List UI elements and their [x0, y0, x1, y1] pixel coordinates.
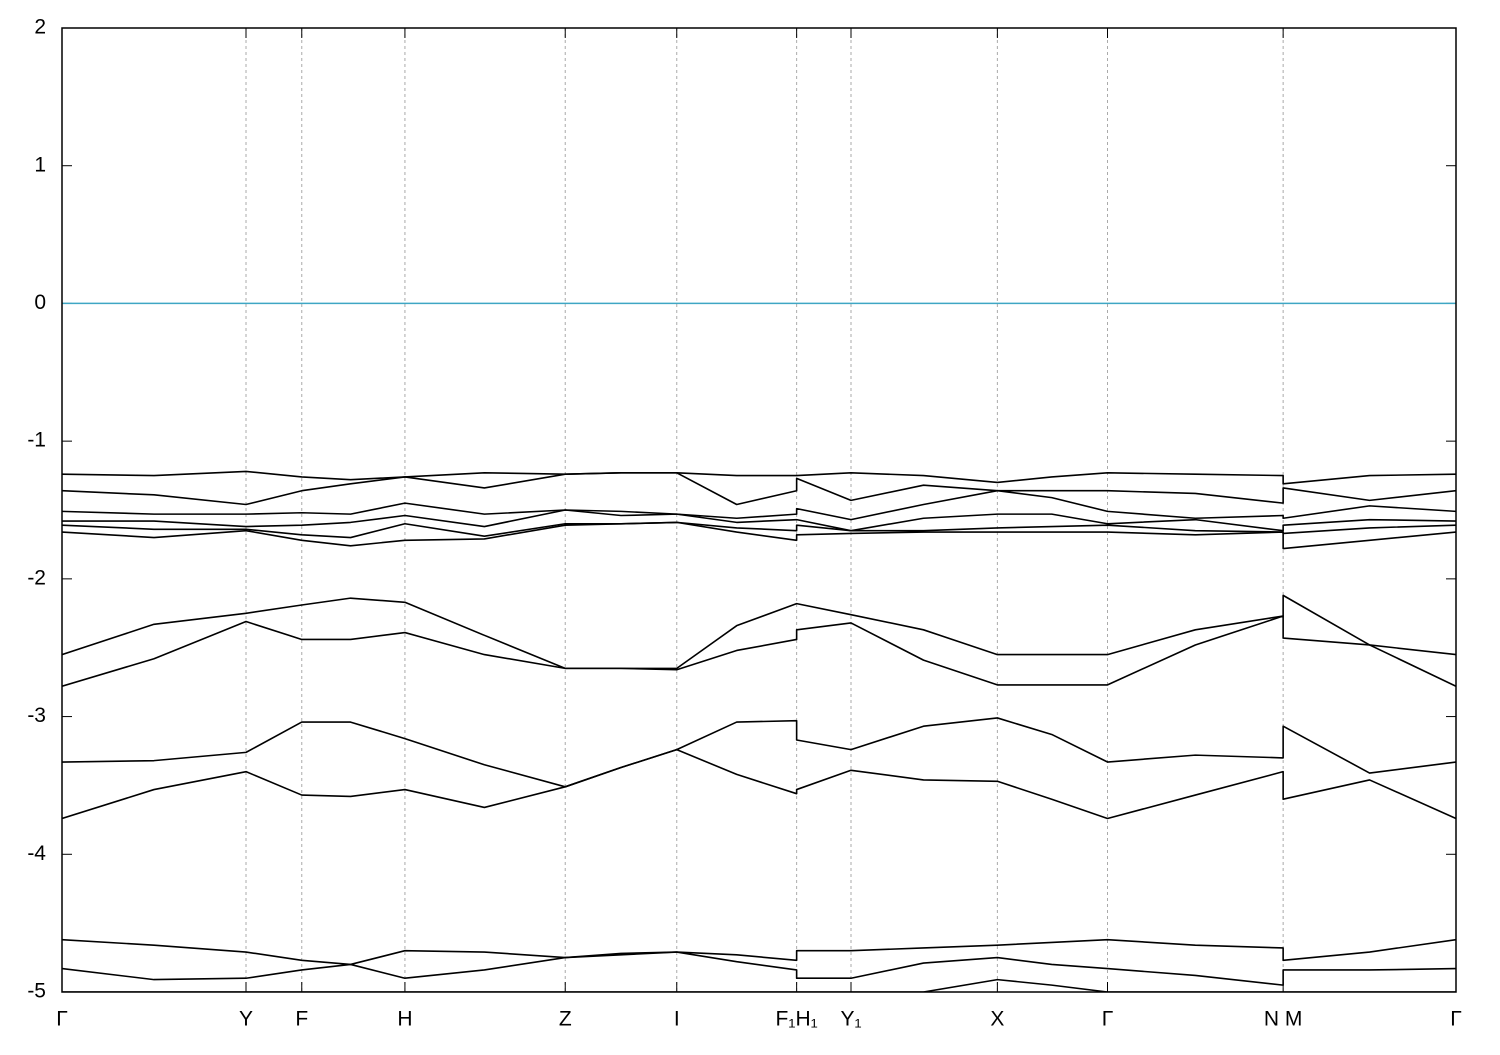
plot-border: [61, 27, 1457, 993]
y-tick-label: -2: [27, 566, 46, 589]
x-tick-label: N M: [1264, 1008, 1303, 1031]
band-line: [62, 938, 1456, 966]
band-line: [62, 951, 1456, 986]
y-tick-label: -1: [27, 429, 46, 452]
x-tick-label: Y₁: [840, 1008, 861, 1031]
band-line: [62, 489, 1456, 521]
x-tick-label: H: [397, 1008, 412, 1031]
band-line: [62, 521, 1456, 539]
band-line: [62, 594, 1456, 670]
band-line: [62, 748, 1456, 820]
plot-area: [62, 470, 1456, 992]
y-tick-label: -5: [27, 980, 46, 1003]
band-line: [62, 615, 1456, 688]
x-tick-label: Y: [239, 1008, 253, 1031]
y-tick-label: -4: [27, 842, 46, 865]
x-tick-label: Γ: [56, 1008, 68, 1031]
band-line: [62, 521, 1456, 550]
band-line: [62, 509, 1456, 532]
y-tick-label: 1: [34, 153, 46, 176]
x-tick-label: F₁H₁: [776, 1008, 818, 1031]
y-tick-label: -3: [27, 704, 46, 727]
x-tick-label: I: [674, 1008, 680, 1031]
x-tick-label: X: [990, 1008, 1004, 1031]
band-line: [62, 470, 1456, 485]
y-tick-label: 2: [34, 16, 46, 39]
band-line: [62, 472, 1456, 506]
x-tick-label: Z: [559, 1008, 572, 1031]
band-line: [62, 717, 1456, 788]
x-tick-label: Γ: [1450, 1008, 1462, 1031]
x-tick-label: F: [295, 1008, 308, 1031]
y-tick-label: 0: [34, 291, 46, 314]
x-tick-label: Γ: [1102, 1008, 1114, 1031]
